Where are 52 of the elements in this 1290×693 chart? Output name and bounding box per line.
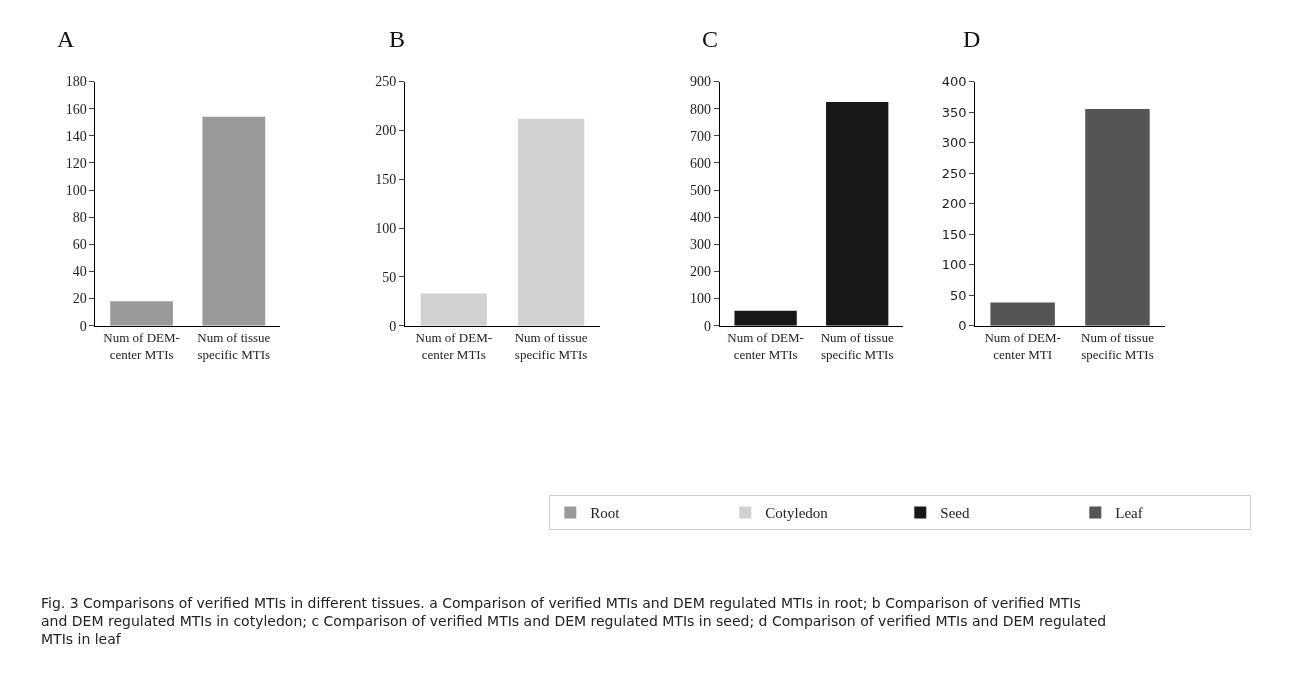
- legend-label: Leaf: [1115, 505, 1143, 522]
- x-tick-label: Num of tissue specific MTIs: [820, 330, 894, 363]
- chart-title: A: [57, 26, 75, 52]
- chart-title: B: [389, 26, 406, 52]
- y-tick-label: 180: [65, 74, 87, 90]
- y-tick-label: 500: [690, 182, 712, 198]
- chart-title: C: [702, 26, 719, 52]
- y-tick-label: 0: [389, 318, 397, 334]
- y-tick-label: 50: [950, 287, 967, 303]
- y-tick-label: 100: [65, 182, 87, 198]
- y-tick-label: 40: [72, 264, 87, 280]
- y-tick-label: 150: [375, 172, 397, 188]
- y-tick-label: 150: [941, 226, 967, 242]
- y-tick-label: 200: [941, 196, 967, 212]
- y-tick-label: 800: [690, 101, 712, 117]
- y-tick-label: 300: [941, 135, 967, 151]
- caption: Fig. 3 Comparisons of verified MTIs in different tissues. a Comparison of verified MTIs and DEM regulated MTIs in root; b Comparison of verified MTIs and DEM regulated MTIs in cotyledon; c Comparison of verified MTIs and DEM regulated MTIs in seed; d Comparison of verified MTIs and DEM regulated MTIs in leaf: [41, 595, 1107, 648]
- x-tick-label: Num of DEM- center MTI: [984, 330, 1061, 363]
- y-tick-label: 100: [690, 291, 712, 307]
- x-tick-label: Num of DEM- center MTIs: [727, 330, 804, 363]
- y-tick-label: 200: [375, 123, 397, 139]
- x-tick-label: Num of tissue specific MTIs: [514, 330, 588, 363]
- y-tick-label: 140: [65, 128, 87, 144]
- y-tick-label: 100: [941, 257, 967, 273]
- legend-label: Root: [590, 505, 621, 522]
- y-tick-label: 250: [375, 74, 397, 90]
- y-tick-label: 120: [65, 155, 87, 171]
- y-tick-label: 60: [72, 237, 87, 253]
- y-tick-label: 400: [690, 210, 712, 226]
- y-tick-label: 0: [704, 318, 712, 334]
- y-tick-label: 80: [72, 210, 87, 226]
- x-tick-label: Num of tissue specific MTIs: [1080, 330, 1155, 363]
- y-tick-label: 200: [690, 264, 712, 280]
- legend-label: Seed: [940, 505, 970, 522]
- y-tick-label: 900: [690, 74, 712, 90]
- legend-label: Cotyledon: [765, 505, 829, 522]
- x-tick-label: Num of DEM- center MTIs: [415, 330, 493, 363]
- y-tick-label: 0: [958, 318, 967, 334]
- y-tick-label: 0: [79, 318, 87, 334]
- y-tick-label: 350: [941, 104, 967, 120]
- chart-title: D: [963, 26, 981, 52]
- y-tick-label: 250: [941, 165, 967, 181]
- y-tick-label: 600: [690, 155, 712, 171]
- y-tick-label: 160: [65, 101, 87, 117]
- y-tick-label: 100: [375, 220, 397, 236]
- y-tick-label: 700: [690, 128, 712, 144]
- x-tick-label: Num of DEM- center MTIs: [103, 330, 180, 363]
- y-tick-label: 50: [382, 269, 397, 285]
- y-tick-label: 300: [690, 237, 712, 253]
- y-tick-label: 400: [941, 74, 967, 90]
- y-tick-label: 20: [72, 291, 87, 307]
- x-tick-label: Num of tissue specific MTIs: [197, 330, 271, 363]
